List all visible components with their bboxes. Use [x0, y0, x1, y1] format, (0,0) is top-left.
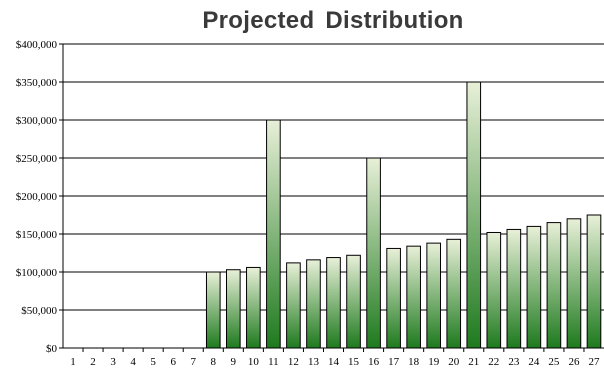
y-tick-label: $300,000: [16, 115, 58, 127]
x-tick-label: 5: [150, 356, 156, 368]
bar-10: [246, 266, 261, 349]
bar-12: [286, 262, 301, 349]
y-tick-label: $150,000: [16, 229, 58, 241]
x-tick-label: 1: [70, 356, 76, 368]
y-axis-labels: $0 $50,000 $100,000 $150,000 $200,000 $250,00…: [16, 39, 58, 355]
bar-17: [386, 247, 401, 349]
bar-24: [526, 225, 542, 349]
x-tick-label: 16: [368, 356, 380, 368]
x-tick-label: 17: [388, 356, 400, 368]
bar-16: [366, 157, 381, 349]
bar-23: [506, 228, 522, 349]
bar-8: [205, 271, 221, 349]
x-tick-label: 10: [248, 356, 260, 368]
bar-27: [586, 214, 602, 349]
x-tick-label: 4: [130, 356, 136, 368]
y-tick-label: $350,000: [16, 77, 58, 89]
bar-26: [566, 218, 582, 349]
x-tick-label: 26: [568, 356, 580, 368]
bar-15: [346, 254, 361, 349]
bar-21: [466, 81, 482, 349]
bar-19: [426, 242, 441, 349]
bar-11: [266, 119, 281, 349]
x-tick-label: 13: [308, 356, 320, 368]
x-tick-label: 22: [488, 356, 499, 368]
y-tick-label: $0: [46, 343, 58, 355]
y-tick-label: $100,000: [16, 267, 58, 279]
x-tick-label: 6: [170, 356, 176, 368]
bars: [205, 81, 602, 349]
bar-14: [326, 257, 341, 349]
x-tick-label: 20: [448, 356, 460, 368]
x-tick-label: 25: [548, 356, 560, 368]
bar-25: [546, 222, 562, 349]
x-tick-label: 12: [288, 356, 299, 368]
x-tick-label: 2: [90, 356, 96, 368]
x-tick-label: 24: [528, 356, 540, 368]
y-tick-label: $250,000: [16, 153, 58, 165]
bar-20: [446, 238, 462, 349]
x-tick-label: 9: [231, 356, 237, 368]
bar-13: [306, 259, 321, 349]
y-tick-label: $50,000: [21, 305, 57, 317]
x-axis-labels: 1 2 3 4 5 6 7 8 9 10 11 12 13 14 15 16 17 18 19 20 21 22 23 24 2…: [70, 356, 600, 368]
x-tick-label: 19: [428, 356, 440, 368]
y-tick-label: $200,000: [16, 191, 58, 203]
x-tick-label: 23: [508, 356, 520, 368]
x-tick-label: 7: [190, 356, 196, 368]
bar-18: [406, 245, 421, 349]
x-tick-label: 21: [468, 356, 479, 368]
bar-9: [226, 269, 241, 349]
x-tick-label: 3: [110, 356, 116, 368]
x-tick-label: 18: [408, 356, 420, 368]
axes: [62, 44, 604, 352]
chart-title: Projected Distribution: [202, 7, 464, 34]
x-tick-label: 8: [211, 356, 217, 368]
x-tick-label: 15: [348, 356, 360, 368]
bar-22: [486, 231, 502, 349]
y-tick-label: $400,000: [16, 39, 58, 51]
x-tick-label: 27: [588, 356, 600, 368]
x-tick-label: 11: [268, 356, 279, 368]
x-tick-label: 14: [328, 356, 340, 368]
